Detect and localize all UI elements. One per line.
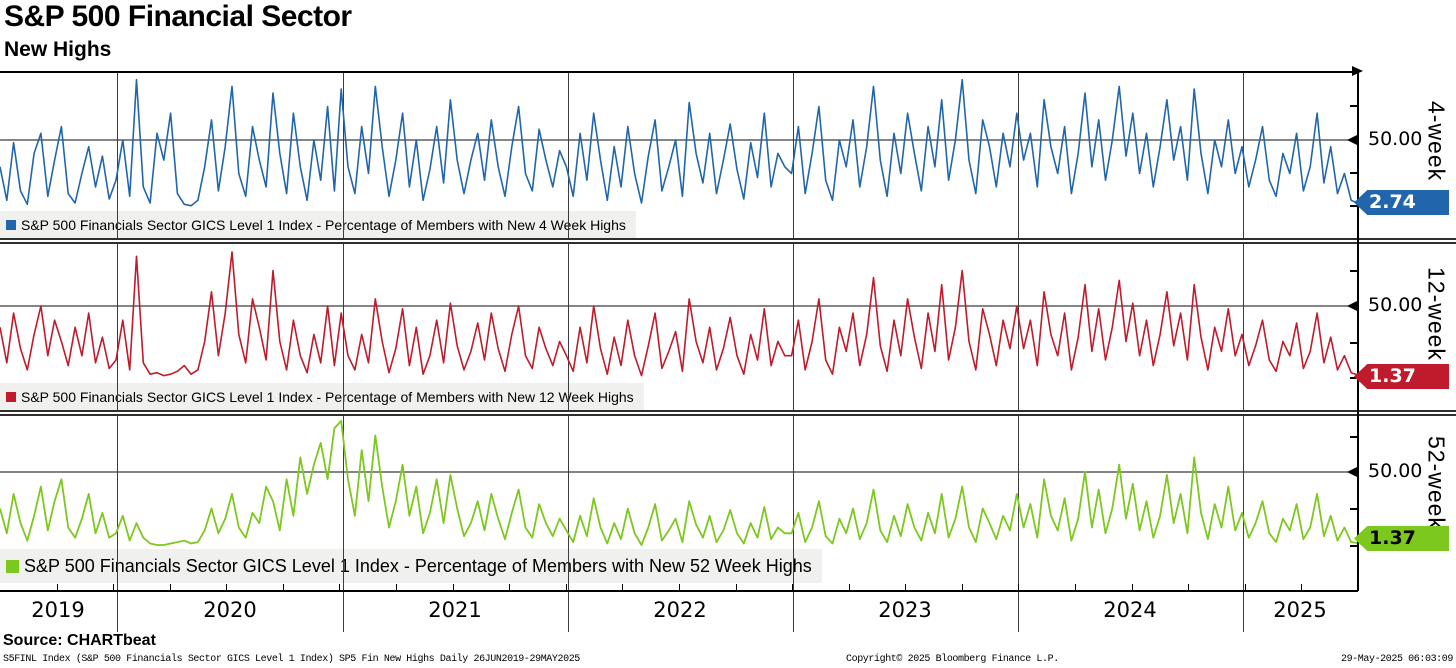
xtick-year-2025: 2025 [1273,598,1327,622]
year-gridline [793,72,794,632]
right-axis-tick [1350,172,1358,174]
footer-description: S5FINL Index (S&P 500 Financials Sector … [3,654,580,665]
right-axis-tick [1350,105,1358,107]
source-label: Source: CHARTbeat [3,632,156,649]
right-axis-tick [1350,205,1358,207]
xtick-year-2022: 2022 [653,598,707,622]
page-subtitle: New Highs [4,38,112,61]
axis-arrow-icon [1347,135,1357,145]
footer-copyright: Copyright© 2025 Bloomberg Finance L.P. [846,654,1059,665]
x-axis-tick [566,584,567,590]
year-gridline [568,72,569,632]
panel-label-4-week: 4-week [1423,101,1450,182]
legend-label-52-week: S&P 500 Financials Sector GICS Level 1 I… [24,555,812,576]
legend-label-12-week: S&P 500 Financials Sector GICS Level 1 I… [21,388,634,405]
x-axis-tick [622,584,623,590]
chart-panel-52-week [0,420,1358,546]
right-axis-tick [1350,270,1358,272]
right-axis-tick [1350,377,1358,379]
x-axis-tick [453,584,454,590]
x-axis-tick [1075,584,1076,590]
axis-arrow-icon [1347,467,1357,477]
x-axis-tick [113,584,114,590]
x-axis-tick [1018,584,1019,590]
x-axis-tick [283,584,284,590]
x-axis-tick [849,584,850,590]
axis-arrow-icon [1347,301,1357,311]
x-axis-tick [1245,584,1246,590]
xtick-year-2023: 2023 [878,598,932,622]
x-axis-tick [509,584,510,590]
x-axis-tick [679,584,680,590]
xtick-year-2019: 2019 [31,598,85,622]
panel-separator [0,410,1456,416]
ytick-label-52-week: 50.00 [1368,460,1423,482]
legend-label-4-week: S&P 500 Financials Sector GICS Level 1 I… [21,216,626,233]
legend-marker-12-week-icon [6,391,16,402]
x-axis-tick [792,584,793,590]
last-value-badge-52-week: 1.37 [1354,526,1449,551]
x-axis-tick [1132,584,1133,590]
x-axis-tick [905,584,906,590]
year-gridline [1243,72,1244,632]
right-axis-tick [1350,342,1358,344]
panel-separator [0,238,1456,244]
plot-top-border [0,71,1358,73]
ytick-label-4-week: 50.00 [1368,128,1423,150]
footer-datetime: 29-May-2025 06:03:09 [1340,654,1453,665]
x-axis-tick [736,584,737,590]
right-axis-tick [1350,545,1358,547]
x-axis-tick [339,584,340,590]
legend-52-week: S&P 500 Financials Sector GICS Level 1 I… [0,549,822,583]
x-axis-tick [170,584,171,590]
last-value-badge-4-week: 2.74 [1354,190,1449,215]
legend-12-week: S&P 500 Financials Sector GICS Level 1 I… [0,383,644,410]
xtick-year-2021: 2021 [428,598,482,622]
xtick-year-2024: 2024 [1103,598,1157,622]
right-axis-tick [1350,436,1358,438]
x-axis-tick [1301,584,1302,590]
right-axis-tick [1350,508,1358,510]
legend-marker-4-week-icon [6,219,16,230]
right-axis-line [1357,72,1359,591]
legend-marker-52-week-icon [6,559,19,573]
x-axis-tick [396,584,397,590]
x-axis-line [0,590,1358,592]
year-gridline [343,72,344,632]
x-axis-tick [962,584,963,590]
x-axis-tick [1188,584,1189,590]
x-axis-tick [57,584,58,590]
last-value-badge-12-week: 1.37 [1354,364,1449,389]
chart-panel-4-week [0,78,1358,207]
x-axis-tick [226,584,227,590]
panel-label-52-week: 52-week [1423,436,1450,530]
axis-arrow-icon [1352,66,1363,76]
chart-panel-12-week [0,251,1358,377]
panel-label-12-week: 12-week [1423,266,1450,361]
legend-4-week: S&P 500 Financials Sector GICS Level 1 I… [0,211,636,238]
xtick-year-2020: 2020 [203,598,257,622]
page-title: S&P 500 Financial Sector [4,0,352,33]
ytick-label-12-week: 50.00 [1368,294,1423,316]
year-gridline [1018,72,1019,632]
